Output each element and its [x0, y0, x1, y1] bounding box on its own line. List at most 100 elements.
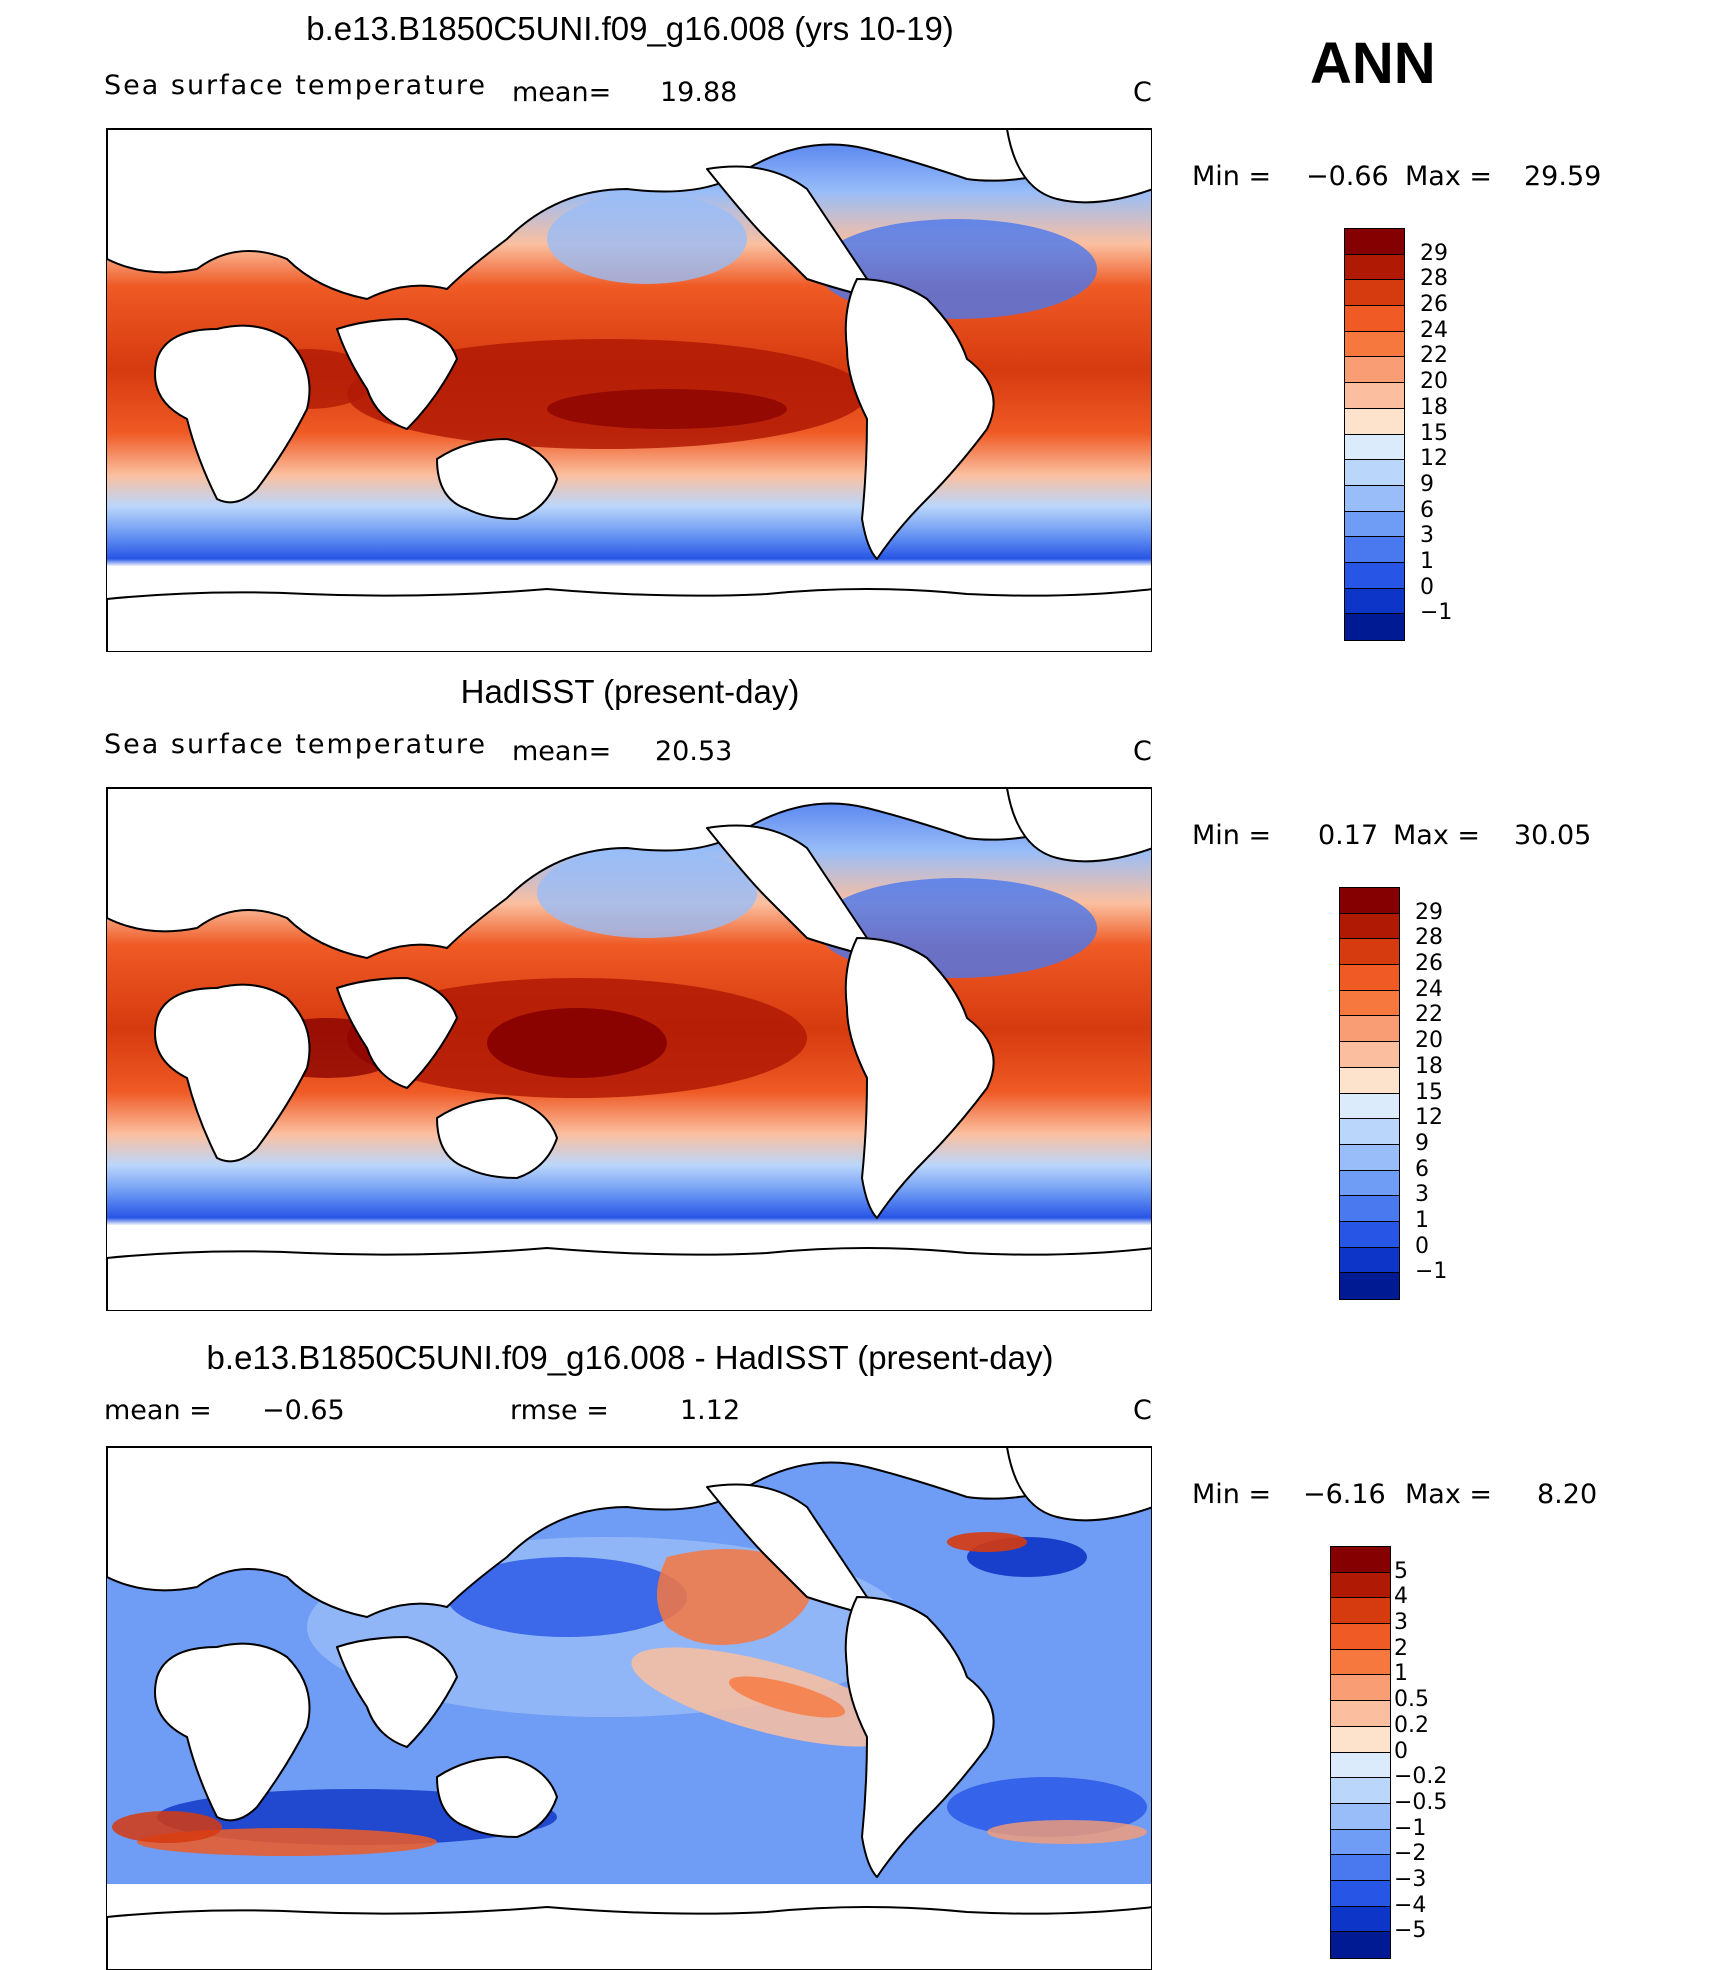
panel3-colorbar	[1330, 1546, 1391, 1959]
colorbar-segment	[1331, 1906, 1390, 1933]
panel2-variable-label: Sea surface temperature	[104, 729, 487, 760]
panel3-colorbar-labels: 5 4 3 2 1 0.5 0.2 0 −0.2 −0.5 −1 −2 −3 −4 −5	[1394, 1546, 1504, 1959]
colorbar-tick-label: −4	[1394, 1892, 1427, 1918]
colorbar-segment	[1345, 254, 1404, 281]
colorbar-tick-label: 1	[1415, 1207, 1429, 1233]
colorbar-segment	[1340, 1067, 1399, 1094]
colorbar-tick-label: −1	[1415, 1259, 1448, 1285]
colorbar-segment	[1331, 1778, 1390, 1804]
panel1-mean-label: mean=	[512, 77, 612, 108]
colorbar-tick-label: 1	[1420, 548, 1434, 574]
panel1-map	[106, 128, 1152, 652]
colorbar-segment	[1345, 562, 1404, 589]
panel2-max-value: 30.05	[1514, 820, 1592, 851]
panel1-map-svg	[107, 129, 1151, 651]
colorbar-segment	[1331, 1932, 1390, 1958]
colorbar-segment	[1340, 913, 1399, 940]
colorbar-segment	[1345, 383, 1404, 409]
colorbar-segment	[1331, 1829, 1390, 1856]
colorbar-tick-label: 6	[1420, 497, 1434, 523]
colorbar-segment	[1340, 990, 1399, 1017]
panel3-max-value: 8.20	[1537, 1479, 1598, 1510]
colorbar-segment	[1331, 1752, 1390, 1779]
colorbar-segment	[1340, 1196, 1399, 1222]
panel1-min-label: Min =	[1192, 161, 1272, 192]
colorbar-tick-label: 0.5	[1394, 1687, 1429, 1713]
colorbar-tick-label: 0	[1420, 574, 1434, 600]
colorbar-segment	[1345, 306, 1404, 332]
colorbar-tick-label: 3	[1420, 523, 1434, 549]
colorbar-segment	[1345, 229, 1404, 255]
panel1-max-label: Max =	[1405, 161, 1493, 192]
colorbar-tick-label: 5	[1394, 1558, 1408, 1584]
colorbar-segment	[1345, 357, 1404, 384]
colorbar-tick-label: 9	[1415, 1130, 1429, 1156]
colorbar-tick-label: −2	[1394, 1841, 1427, 1867]
colorbar-segment	[1340, 888, 1399, 914]
panel2-title: HadISST (present-day)	[460, 673, 800, 710]
colorbar-tick-label: 26	[1415, 951, 1443, 977]
colorbar-tick-label: 0	[1394, 1738, 1408, 1764]
colorbar-segment	[1340, 1273, 1399, 1299]
panel2-colorbar	[1339, 887, 1400, 1300]
colorbar-tick-label: 3	[1394, 1610, 1408, 1636]
colorbar-tick-label: 3	[1415, 1182, 1429, 1208]
panel1-title: b.e13.B1850C5UNI.f09_g16.008 (yrs 10-19)	[306, 10, 954, 47]
colorbar-segment	[1340, 1221, 1399, 1248]
colorbar-segment	[1345, 331, 1404, 358]
colorbar-tick-label: 24	[1415, 976, 1443, 1002]
colorbar-segment	[1340, 1119, 1399, 1145]
colorbar-segment	[1345, 280, 1404, 307]
colorbar-segment	[1331, 1803, 1390, 1830]
colorbar-tick-label: 6	[1415, 1156, 1429, 1182]
panel1-colorbar-labels: 29 28 26 24 22 20 18 15 12 9 6 3 1 0 −1	[1420, 228, 1520, 641]
colorbar-segment	[1340, 1093, 1399, 1120]
colorbar-tick-label: 15	[1420, 420, 1448, 446]
colorbar-tick-label: 29	[1420, 240, 1448, 266]
colorbar-segment	[1345, 408, 1404, 435]
panel2-min-label: Min =	[1192, 820, 1272, 851]
colorbar-tick-label: −3	[1394, 1866, 1427, 1892]
colorbar-segment	[1340, 1170, 1399, 1197]
colorbar-segment	[1340, 965, 1399, 991]
panel3-min-value: −6.16	[1303, 1479, 1386, 1510]
panel3-rmse-label: rmse =	[510, 1395, 609, 1426]
panel2-mean-value: 20.53	[655, 736, 733, 767]
colorbar-tick-label: 12	[1415, 1105, 1443, 1131]
colorbar-tick-label: 0	[1415, 1233, 1429, 1259]
colorbar-segment	[1331, 1880, 1390, 1907]
colorbar-segment	[1340, 1144, 1399, 1171]
colorbar-tick-label: 0.2	[1394, 1712, 1429, 1738]
colorbar-segment	[1345, 485, 1404, 512]
colorbar-tick-label: 2	[1394, 1635, 1408, 1661]
panel1-units: C	[1133, 77, 1152, 108]
colorbar-tick-label: 29	[1415, 899, 1443, 925]
colorbar-segment	[1331, 1726, 1390, 1753]
colorbar-tick-label: 4	[1394, 1584, 1408, 1610]
colorbar-tick-label: 26	[1420, 292, 1448, 318]
colorbar-tick-label: 28	[1415, 925, 1443, 951]
colorbar-segment	[1331, 1855, 1390, 1881]
panel2-units: C	[1133, 736, 1152, 767]
colorbar-segment	[1345, 588, 1404, 615]
colorbar-tick-label: −0.5	[1394, 1789, 1448, 1815]
colorbar-tick-label: 20	[1420, 369, 1448, 395]
panel2-colorbar-labels: 29 28 26 24 22 20 18 15 12 9 6 3 1 0 −1	[1415, 887, 1515, 1300]
colorbar-segment	[1331, 1649, 1390, 1676]
colorbar-tick-label: 22	[1420, 343, 1448, 369]
colorbar-tick-label: 18	[1415, 1053, 1443, 1079]
colorbar-segment	[1331, 1547, 1390, 1573]
colorbar-tick-label: −0.2	[1394, 1764, 1448, 1790]
panel2-max-label: Max =	[1393, 820, 1481, 851]
panel3-rmse-value: 1.12	[680, 1395, 741, 1426]
colorbar-segment	[1331, 1675, 1390, 1702]
colorbar-tick-label: 1	[1394, 1661, 1408, 1687]
panel3-map-svg	[107, 1447, 1151, 1969]
panel3-min-label: Min =	[1192, 1479, 1272, 1510]
colorbar-segment	[1331, 1598, 1390, 1625]
panel1-mean-value: 19.88	[660, 77, 738, 108]
colorbar-tick-label: 12	[1420, 446, 1448, 472]
panel1-min-value: −0.66	[1306, 161, 1389, 192]
colorbar-tick-label: 9	[1420, 471, 1434, 497]
colorbar-tick-label: 15	[1415, 1079, 1443, 1105]
